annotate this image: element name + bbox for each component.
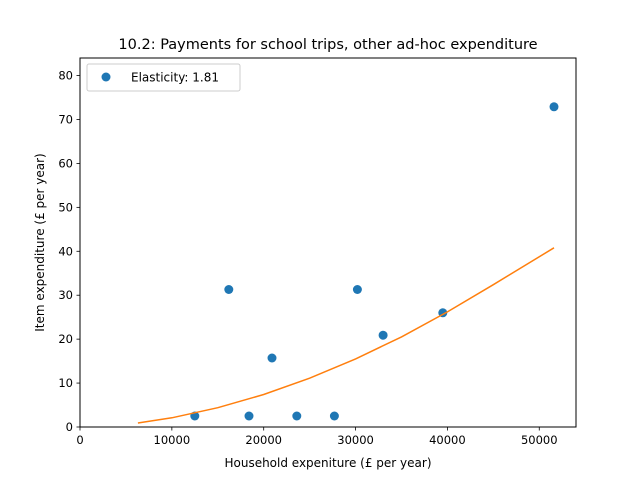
data-point-2 <box>224 285 234 294</box>
y-axis-label: Item expenditure (£ per year) <box>33 153 47 331</box>
x-axis-label: Household expeniture (£ per year) <box>224 456 431 470</box>
y-tick-label: 70 <box>58 113 73 127</box>
y-tick-label: 10 <box>58 376 73 390</box>
data-point-3 <box>244 411 254 421</box>
plot-area <box>80 58 576 427</box>
data-point-10 <box>549 102 559 112</box>
x-tick-label: 30000 <box>337 433 374 447</box>
y-tick-label: 20 <box>58 332 73 346</box>
data-point-6 <box>329 411 339 421</box>
x-tick-label: 10000 <box>154 433 191 447</box>
x-axis-ticks: 0 10000 20000 30000 40000 50000 <box>76 427 558 447</box>
data-point-4 <box>267 353 277 363</box>
data-point-5 <box>292 411 302 421</box>
legend-label: Elasticity: 1.81 <box>131 71 219 85</box>
x-tick-label: 0 <box>76 433 83 447</box>
data-point-8 <box>378 330 388 340</box>
y-tick-label: 30 <box>58 288 73 302</box>
x-tick-label: 40000 <box>429 433 466 447</box>
y-tick-label: 40 <box>58 244 73 258</box>
fitted-curve-line <box>137 247 555 424</box>
plot-frame <box>79 57 577 428</box>
legend-box <box>86 63 241 92</box>
y-tick-label: 0 <box>66 420 73 434</box>
series-layer <box>137 102 559 424</box>
x-tick-label: 50000 <box>521 433 558 447</box>
y-tick-label: 80 <box>58 69 73 83</box>
data-point-7 <box>352 285 362 294</box>
y-tick-label: 50 <box>58 200 73 214</box>
y-axis-ticks: 0 10 20 30 40 50 60 70 80 <box>58 69 80 434</box>
legend-marker <box>101 72 111 82</box>
legend: Elasticity: 1.81 <box>86 63 241 92</box>
x-tick-label: 20000 <box>245 433 282 447</box>
chart-title: 10.2: Payments for school trips, other a… <box>118 37 537 53</box>
y-tick-label: 60 <box>58 156 73 170</box>
